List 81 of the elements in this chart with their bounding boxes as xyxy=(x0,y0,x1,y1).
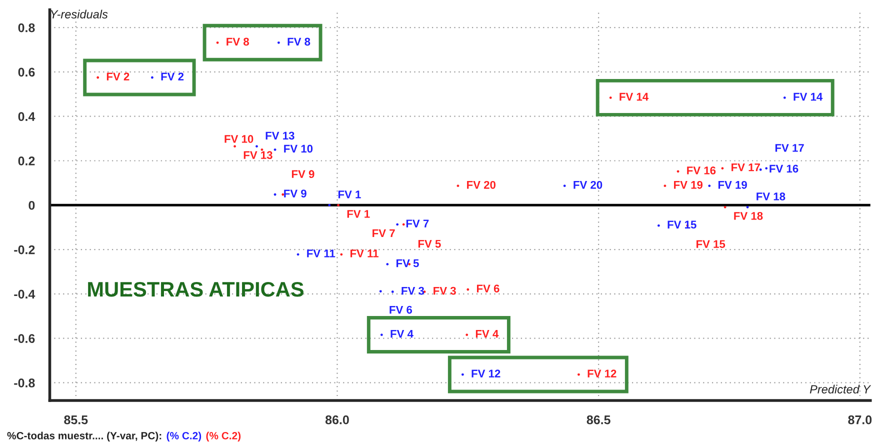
y-tick-label: 0.8 xyxy=(18,23,35,32)
data-label: FV 12 xyxy=(472,370,500,378)
y-tick-label: -0.4 xyxy=(14,290,36,299)
data-label: FV 16 xyxy=(770,164,798,173)
point xyxy=(466,288,470,291)
data-label: FV 16 xyxy=(687,166,716,174)
data-label: FV 19 xyxy=(718,180,747,189)
x-tick-label: 86.0 xyxy=(325,415,349,424)
point xyxy=(676,170,680,173)
y-tick-label: 0.6 xyxy=(18,68,35,77)
y-tick-label: -0.8 xyxy=(14,378,35,388)
y-axis-title: Y-residuals xyxy=(50,10,108,18)
x-tick-label: 87.0 xyxy=(848,415,872,424)
data-label: FV 17 xyxy=(732,164,760,172)
data-label: FV 4 xyxy=(390,330,414,338)
data-label: FV 4 xyxy=(476,330,499,338)
data-label: FV 9 xyxy=(292,170,314,178)
point xyxy=(216,41,219,44)
data-label: FV 14 xyxy=(794,92,823,101)
x-tick-label: 85.5 xyxy=(64,415,88,424)
data-label: FV 12 xyxy=(588,370,616,378)
point xyxy=(657,224,660,227)
data-label: FV 8 xyxy=(288,38,310,46)
point xyxy=(609,96,612,99)
data-label: FV 5 xyxy=(396,259,419,268)
point xyxy=(277,41,280,44)
data-label: FV 2 xyxy=(106,72,130,80)
x-axis-title: Predicted Y xyxy=(810,384,872,394)
point xyxy=(724,206,726,208)
annotation: MUESTRAS ATIPICAS xyxy=(88,282,304,297)
data-label: FV 7 xyxy=(372,229,395,238)
point xyxy=(563,184,566,188)
data-label: FV 3 xyxy=(434,286,456,295)
point xyxy=(274,148,276,151)
x-tick-label: 86.5 xyxy=(586,415,610,424)
data-label: FV 9 xyxy=(284,190,306,198)
data-label: FV 19 xyxy=(674,180,703,189)
data-label: FV 5 xyxy=(418,240,441,248)
legend-title: %C-todas muestr.... (Y-var, PC): xyxy=(7,432,162,442)
data-label: FV 17 xyxy=(775,144,804,152)
data-label: FV 2 xyxy=(161,72,184,80)
point xyxy=(260,148,264,151)
point xyxy=(664,184,666,188)
point xyxy=(340,253,343,256)
data-label: FV 10 xyxy=(224,135,254,143)
point xyxy=(386,262,389,266)
data-label: FV 13 xyxy=(266,132,294,140)
y-tick-label: 0 xyxy=(28,200,35,210)
point xyxy=(461,373,464,376)
data-label: FV 13 xyxy=(244,151,272,160)
point xyxy=(746,206,749,208)
data-label: FV 20 xyxy=(467,180,496,189)
data-label: FV 15 xyxy=(668,220,696,229)
data-label: FV 11 xyxy=(350,250,378,258)
data-label: FV 18 xyxy=(756,192,786,200)
data-label: FV 6 xyxy=(390,306,412,314)
data-label: FV 1 xyxy=(347,210,370,218)
point xyxy=(402,223,405,226)
point xyxy=(456,184,460,188)
data-label: FV 6 xyxy=(476,284,500,292)
text: (% C.2) xyxy=(166,432,202,442)
y-tick-label: -0.2 xyxy=(14,245,35,254)
data-label: FV 3 xyxy=(402,286,424,295)
point xyxy=(783,96,786,99)
y-tick-label: 0.4 xyxy=(18,112,36,121)
y-tick-label: -0.6 xyxy=(14,334,35,343)
data-label: FV 14 xyxy=(620,92,649,101)
point xyxy=(96,76,100,79)
data-label: FV 7 xyxy=(406,220,429,228)
data-label: FV 15 xyxy=(696,240,726,248)
data-label: FV 11 xyxy=(307,250,336,258)
point xyxy=(396,223,399,226)
data-label: FV 18 xyxy=(734,212,763,220)
y-tick-label: 0.2 xyxy=(18,156,35,166)
data-label: FV 20 xyxy=(574,180,602,189)
data-label: FV 8 xyxy=(226,38,249,46)
point xyxy=(328,204,331,206)
text: (% C.2) xyxy=(206,432,241,442)
point xyxy=(708,184,711,188)
data-label: FV 1 xyxy=(338,190,361,198)
data-label: FV 10 xyxy=(284,144,313,153)
